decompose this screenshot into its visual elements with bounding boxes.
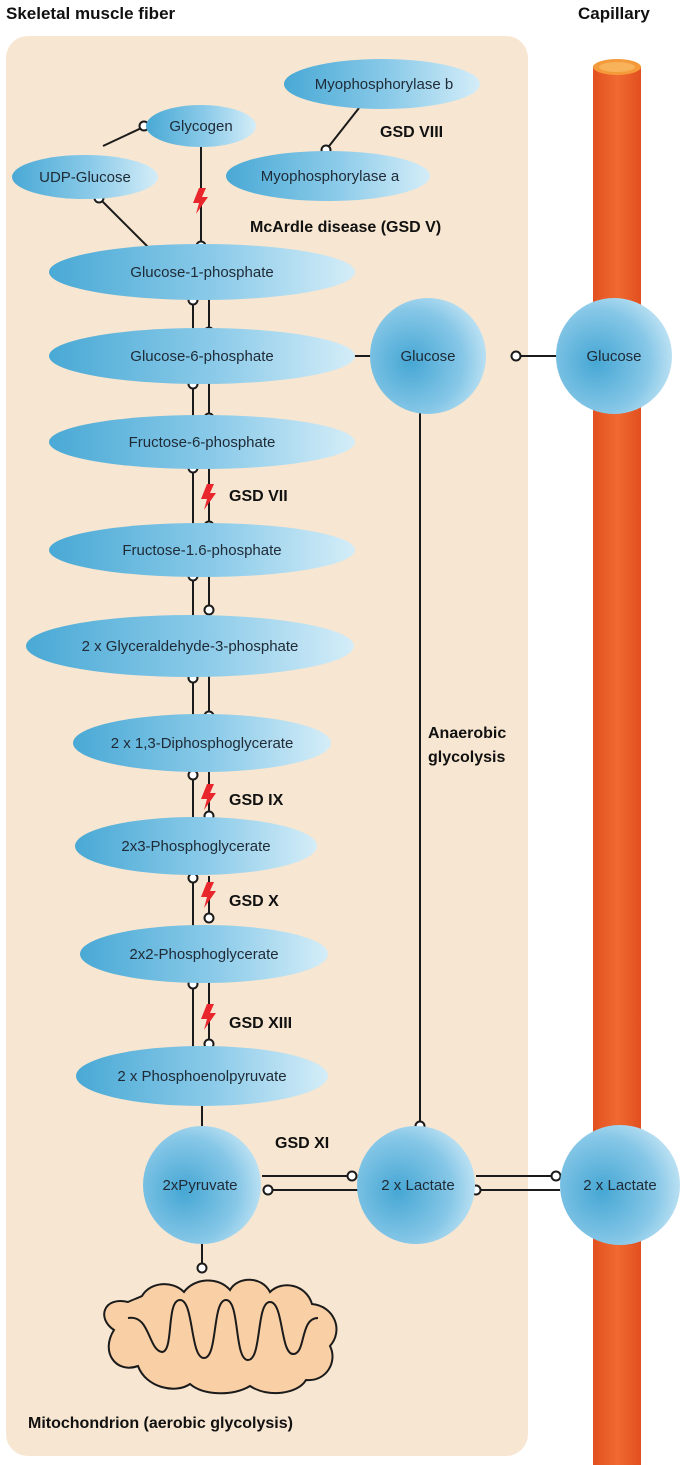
- node-glyceraldehyde-3-phosphate: 2 x Glyceraldehyde-3-phosphate: [26, 615, 354, 677]
- label-mitochondrion: Mitochondrion (aerobic glycolysis): [28, 1415, 293, 1432]
- node-phosphoenolpyruvate: 2 x Phosphoenolpyruvate: [76, 1046, 328, 1106]
- block-bolt-icons: [193, 188, 216, 1030]
- header-skeletal-muscle-fiber: Skeletal muscle fiber: [6, 4, 176, 23]
- mitochondrion-cristae: [127, 1298, 319, 1362]
- svg-text:Fructose-1.6-phosphate: Fructose-1.6-phosphate: [122, 542, 281, 559]
- label-gsd-xi: GSD XI: [275, 1135, 329, 1152]
- label-gsd-ix: GSD IX: [229, 792, 284, 809]
- svg-text:UDP-Glucose: UDP-Glucose: [39, 169, 131, 186]
- node-fructose-6-phosphate: Fructose-6-phosphate: [49, 415, 355, 469]
- svg-text:2 x Lactate: 2 x Lactate: [583, 1177, 656, 1194]
- capillary-vessel: [593, 59, 641, 1465]
- svg-text:2x2-Phosphoglycerate: 2x2-Phosphoglycerate: [129, 946, 278, 963]
- node-pyruvate: 2xPyruvate: [143, 1126, 261, 1244]
- label-glycolysis: glycolysis: [428, 749, 505, 766]
- node-3-phosphoglycerate: 2x3-Phosphoglycerate: [75, 817, 317, 875]
- header-capillary: Capillary: [578, 4, 650, 23]
- svg-text:2xPyruvate: 2xPyruvate: [162, 1177, 237, 1194]
- svg-text:Glucose-1-phosphate: Glucose-1-phosphate: [130, 264, 273, 281]
- node-lactate-fiber: 2 x Lactate: [357, 1126, 475, 1244]
- label-anaerobic: Anaerobic: [428, 725, 506, 742]
- node-glycogen: Glycogen: [146, 105, 256, 147]
- mitochondrion-icon: [103, 1278, 338, 1395]
- svg-text:Glucose: Glucose: [400, 348, 455, 365]
- node-myophosphorylase-a: Myophosphorylase a: [226, 151, 430, 201]
- svg-text:Glucose-6-phosphate: Glucose-6-phosphate: [130, 348, 273, 365]
- svg-text:2 x Glyceraldehyde-3-phosphate: 2 x Glyceraldehyde-3-phosphate: [82, 638, 299, 655]
- svg-text:Glucose: Glucose: [586, 348, 641, 365]
- label-gsd-viii: GSD VIII: [380, 124, 443, 141]
- node-myophosphorylase-b: Myophosphorylase b: [284, 59, 480, 109]
- bolt-icon-gsd-xiii: [201, 1004, 216, 1030]
- svg-text:2 x Phosphoenolpyruvate: 2 x Phosphoenolpyruvate: [117, 1068, 286, 1085]
- bolt-icon-gsd-ix: [201, 784, 216, 810]
- label-gsd-vii: GSD VII: [229, 488, 288, 505]
- node-glucose-fiber: Glucose: [370, 298, 486, 414]
- node-glucose-1-phosphate: Glucose-1-phosphate: [49, 244, 355, 300]
- svg-text:Glycogen: Glycogen: [169, 118, 232, 135]
- svg-text:2x3-Phosphoglycerate: 2x3-Phosphoglycerate: [121, 838, 270, 855]
- bolt-icon-gsd-vii: [201, 484, 216, 510]
- svg-text:Fructose-6-phosphate: Fructose-6-phosphate: [129, 434, 276, 451]
- label-gsd-x: GSD X: [229, 893, 279, 910]
- node-glucose-6-phosphate: Glucose-6-phosphate: [49, 328, 355, 384]
- bolt-icon-mcardle: [193, 188, 208, 214]
- svg-text:2 x 1,3-Diphosphoglycerate: 2 x 1,3-Diphosphoglycerate: [111, 735, 294, 752]
- node-2-phosphoglycerate: 2x2-Phosphoglycerate: [80, 925, 328, 983]
- node-udp-glucose: UDP-Glucose: [12, 155, 158, 199]
- bolt-icon-gsd-x: [201, 882, 216, 908]
- svg-text:2 x Lactate: 2 x Lactate: [381, 1177, 454, 1194]
- node-glucose-capillary: Glucose: [556, 298, 672, 414]
- label-gsd-xiii: GSD XIII: [229, 1015, 292, 1032]
- node-fructose-16-phosphate: Fructose-1.6-phosphate: [49, 523, 355, 577]
- svg-text:Myophosphorylase b: Myophosphorylase b: [315, 76, 453, 93]
- node-diphosphoglycerate: 2 x 1,3-Diphosphoglycerate: [73, 714, 331, 772]
- node-lactate-capillary: 2 x Lactate: [560, 1125, 680, 1245]
- svg-text:Myophosphorylase a: Myophosphorylase a: [261, 168, 400, 185]
- label-mcardle-disease: McArdle disease (GSD V): [250, 219, 441, 236]
